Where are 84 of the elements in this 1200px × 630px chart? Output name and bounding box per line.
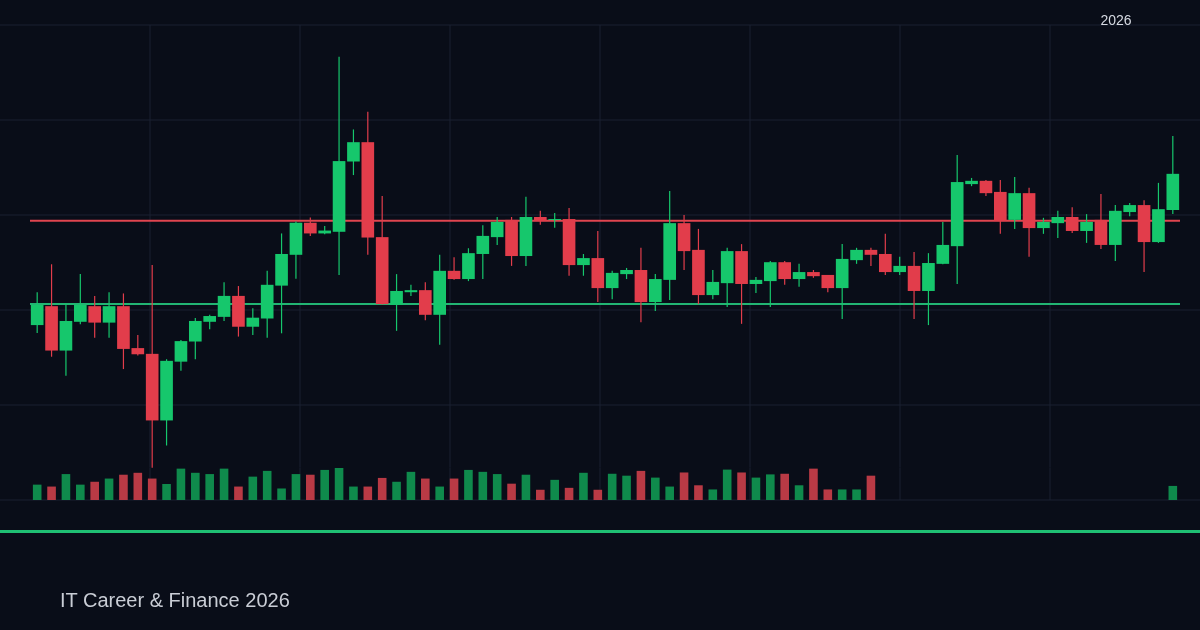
candlestick	[749, 276, 763, 294]
text: 2026	[1100, 12, 1132, 28]
bar	[679, 472, 689, 500]
bar	[133, 472, 143, 500]
bar	[306, 474, 315, 500]
candlestick	[347, 128, 360, 176]
candlestick	[217, 281, 231, 322]
candlestick	[390, 273, 403, 332]
candlestick	[1080, 213, 1093, 244]
bar	[421, 478, 430, 500]
candlestick	[490, 216, 504, 246]
bar	[320, 469, 329, 500]
bar	[866, 475, 876, 500]
candlestick	[447, 256, 461, 281]
bar	[464, 469, 473, 500]
bar	[550, 479, 559, 500]
candlestick	[763, 260, 777, 308]
bar	[751, 477, 761, 500]
bar	[780, 473, 789, 500]
bar	[607, 473, 617, 500]
bar	[507, 483, 516, 500]
bar	[61, 474, 71, 500]
bar	[392, 481, 401, 500]
bar	[622, 475, 631, 500]
bar	[334, 468, 344, 500]
bar	[536, 489, 545, 500]
bar	[377, 477, 387, 500]
bar	[191, 472, 200, 500]
candlestick	[174, 339, 188, 372]
candlestick	[778, 260, 792, 286]
bar	[449, 478, 459, 500]
bar	[694, 485, 703, 500]
bar	[823, 489, 833, 500]
bar	[492, 474, 502, 500]
bar	[219, 468, 229, 500]
bar	[47, 486, 56, 500]
candlestick	[30, 291, 44, 334]
bar	[406, 471, 416, 500]
bar	[722, 469, 732, 500]
bar	[90, 481, 99, 500]
bar	[162, 484, 171, 500]
bar	[176, 468, 186, 500]
bar	[809, 468, 818, 500]
candlestick	[864, 247, 878, 267]
candlestick	[577, 253, 590, 277]
bar	[579, 472, 588, 500]
bar	[349, 486, 358, 500]
bar	[248, 476, 258, 500]
bar	[363, 486, 373, 500]
bar	[794, 485, 804, 500]
bar	[262, 470, 272, 500]
bar	[1168, 485, 1178, 500]
bar	[32, 484, 42, 500]
candlestick	[102, 291, 116, 339]
bar	[234, 486, 243, 500]
bar	[636, 470, 646, 500]
bar	[521, 474, 531, 500]
candlestick	[73, 273, 87, 325]
bar	[119, 474, 128, 500]
bar	[435, 486, 444, 500]
bar	[147, 478, 157, 500]
candlestick	[88, 295, 102, 339]
candlestick	[404, 284, 418, 297]
candlestick	[893, 256, 907, 276]
bar	[766, 474, 775, 500]
bar	[277, 488, 286, 500]
bar	[291, 474, 301, 500]
bar	[205, 474, 214, 500]
bar	[564, 487, 574, 500]
bar	[76, 484, 85, 500]
bar	[708, 489, 718, 500]
bar	[478, 471, 488, 500]
candlestick	[246, 307, 260, 336]
bar	[651, 477, 660, 500]
candlestick	[792, 263, 806, 288]
bar	[665, 486, 674, 500]
bar	[837, 489, 847, 500]
bar	[737, 472, 746, 500]
bar	[852, 489, 861, 500]
candlestick	[706, 269, 720, 300]
text: IT Career & Finance 2026	[60, 589, 290, 611]
bar	[593, 489, 603, 500]
bar	[104, 478, 114, 500]
candlestick	[878, 233, 892, 276]
